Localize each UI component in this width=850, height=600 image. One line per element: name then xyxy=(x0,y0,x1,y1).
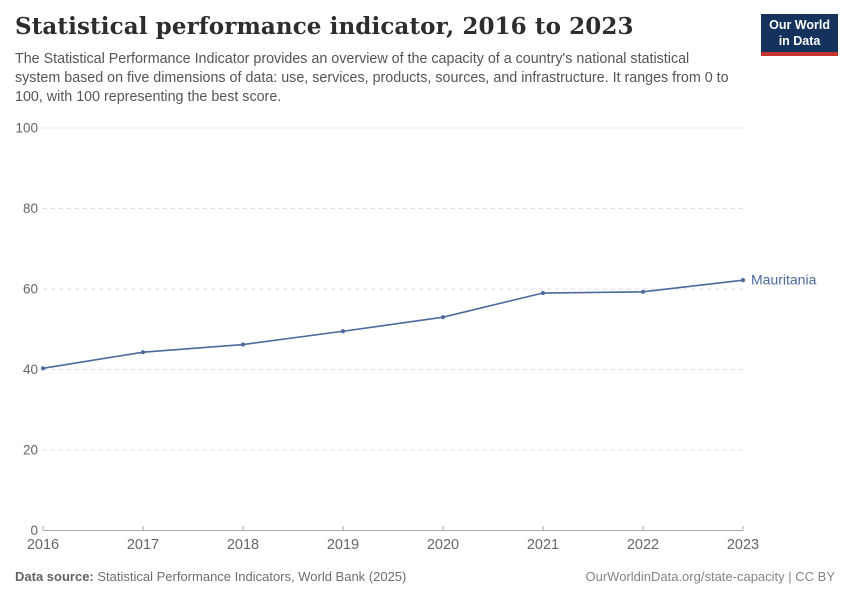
series-label: Mauritania xyxy=(751,272,817,288)
footer-link[interactable]: OurWorldinData.org/state-capacity | CC B… xyxy=(585,569,835,584)
x-tick-label: 2017 xyxy=(127,537,159,553)
y-tick-label: 100 xyxy=(15,121,38,136)
data-point xyxy=(440,315,446,320)
data-point xyxy=(340,329,346,334)
data-source-label: Data source: xyxy=(15,569,94,584)
x-tick-label: 2018 xyxy=(227,537,259,553)
x-tick-label: 2020 xyxy=(427,537,459,553)
data-source-note: Data source: Statistical Performance Ind… xyxy=(15,569,406,584)
x-tick-label: 2023 xyxy=(727,537,759,553)
data-point xyxy=(740,278,746,283)
data-point xyxy=(240,342,246,347)
x-tick-label: 2019 xyxy=(327,537,359,553)
y-tick-label: 20 xyxy=(23,443,38,458)
owid-logo[interactable]: Our World in Data xyxy=(761,14,838,57)
x-tick-label: 2016 xyxy=(27,537,59,553)
y-tick-label: 60 xyxy=(23,282,38,297)
chart-subtitle: The Statistical Performance Indicator pr… xyxy=(15,51,729,105)
y-tick-label: 80 xyxy=(23,201,38,216)
y-tick-label: 40 xyxy=(23,362,38,377)
x-tick-label: 2021 xyxy=(527,537,559,553)
chart-title: Statistical performance indicator, 2016 … xyxy=(15,13,634,40)
owid-logo-line2: in Data xyxy=(778,33,821,48)
data-source-text: Statistical Performance Indicators, Worl… xyxy=(93,569,407,584)
data-point xyxy=(640,289,646,294)
data-point xyxy=(140,350,146,355)
owid-logo-line1: Our World xyxy=(769,18,830,32)
series-line xyxy=(42,279,744,370)
y-tick-label: 0 xyxy=(30,523,38,538)
data-point xyxy=(540,290,546,296)
data-point xyxy=(40,366,46,371)
x-tick-label: 2022 xyxy=(627,537,659,553)
